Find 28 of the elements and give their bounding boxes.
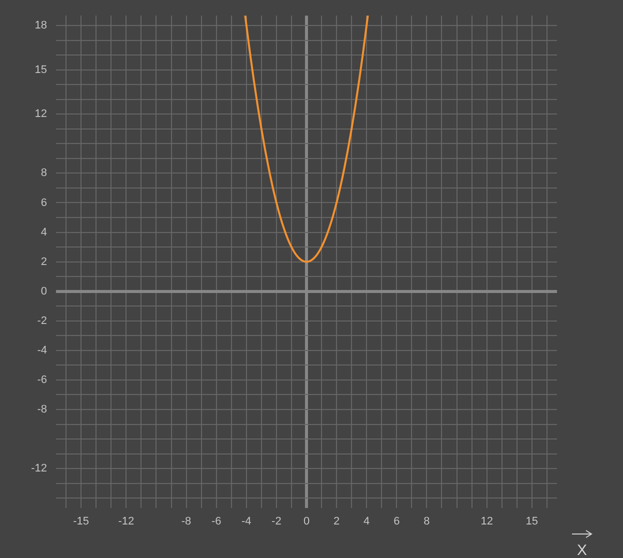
x-tick-label: 0	[303, 516, 310, 528]
x-axis-title: X	[576, 542, 588, 558]
y-tick-label: -4	[37, 344, 47, 356]
x-tick-label: 8	[424, 516, 430, 528]
x-tick-label: -4	[242, 516, 252, 528]
y-tick-label: 15	[34, 64, 47, 76]
y-tick-label: -6	[37, 374, 47, 386]
y-tick-label: -12	[31, 462, 47, 475]
y-tick-label: 8	[40, 167, 47, 180]
x-tick-label: -12	[118, 516, 134, 528]
y-tick-label: 6	[40, 196, 47, 209]
y-tick-label: -2	[37, 314, 47, 327]
x-tick-label: 6	[394, 516, 400, 528]
x-tick-label: 15	[526, 516, 538, 528]
y-tick-label: 4	[40, 226, 47, 238]
x-tick-label: -15	[73, 516, 90, 528]
y-tick-label: 2	[40, 256, 47, 268]
y-tick-label: 0	[40, 285, 47, 298]
x-tick-label: 2	[333, 516, 340, 528]
x-tick-label: -6	[211, 516, 222, 528]
line-series	[244, 16, 369, 263]
y-tick-label: -8	[37, 404, 47, 416]
x-tick-label: 12	[480, 516, 493, 528]
y-tick-label: 18	[34, 20, 47, 32]
x-tick-label: 4	[364, 516, 370, 528]
y-tick-label: 12	[34, 108, 47, 120]
x-tick-label: -8	[181, 516, 192, 528]
x-tick-label: -2	[272, 516, 282, 528]
